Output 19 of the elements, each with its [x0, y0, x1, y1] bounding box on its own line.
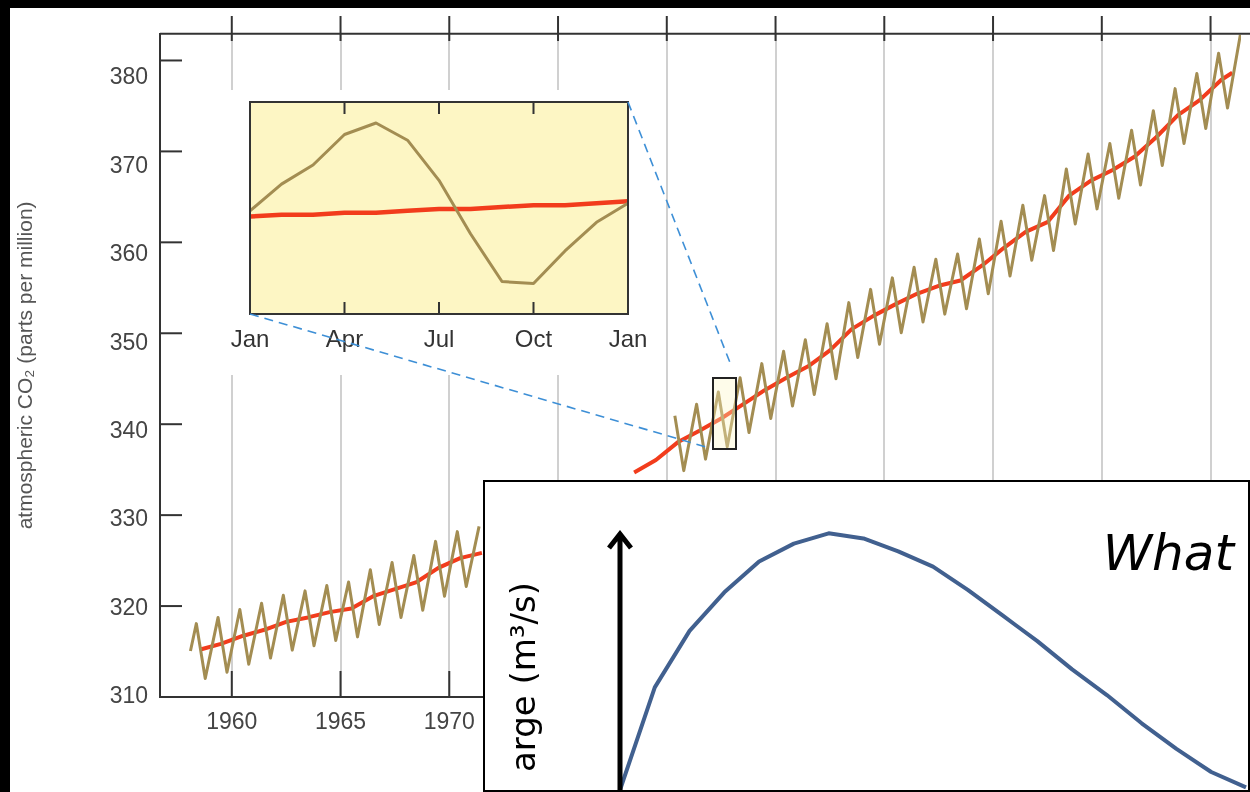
x-tick-label: Jan — [230, 325, 270, 353]
x-tick-label: 1965 — [314, 708, 367, 735]
y-tick-label: 360 — [109, 240, 148, 267]
y-tick-label: 370 — [109, 151, 148, 178]
y-tick-label: 330 — [109, 505, 148, 532]
y-tick-label: 380 — [109, 63, 148, 90]
x-tick-label: Jan — [608, 325, 648, 353]
y-tick-label: 350 — [109, 328, 148, 355]
y-tick-label: 320 — [109, 593, 148, 620]
x-tick-label: Apr — [325, 325, 364, 353]
x-tick-label: Jul — [423, 325, 455, 353]
x-tick-label: 1960 — [206, 708, 258, 735]
y-tick-label: 310 — [109, 682, 148, 709]
chart-title: What — [1102, 524, 1234, 582]
y-tick-label: 340 — [109, 417, 148, 444]
x-tick-label: 1970 — [423, 708, 475, 735]
y-axis-title: arge (m³/s) — [503, 582, 544, 772]
y-axis-title: atmospheric CO₂ (parts per million) — [13, 201, 37, 530]
x-tick-label: Oct — [514, 325, 553, 353]
